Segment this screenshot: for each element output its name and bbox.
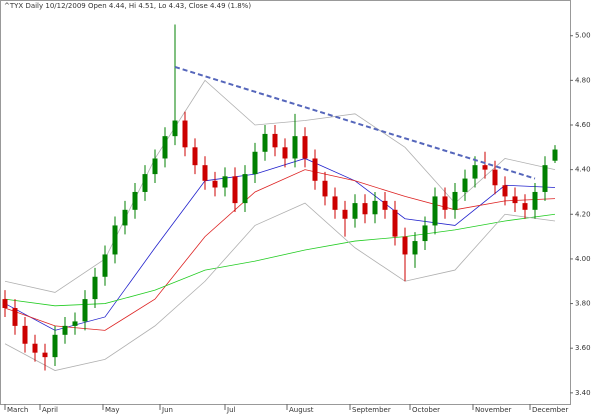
candle-body [132,191,138,210]
candle-body [32,343,38,353]
candle-body [82,299,88,322]
candle-body [142,174,148,192]
x-tick-label: December [532,406,568,414]
candle-body [282,147,288,159]
candle-body [352,203,358,219]
candle-body [72,321,78,326]
y-tick-label: 4.40 [575,166,591,174]
candle-body [22,325,28,344]
x-tick-label: September [352,406,391,414]
y-tick-label: 4.00 [575,255,591,263]
candle-body [192,147,198,166]
candle-body [512,196,518,204]
candle-body [232,176,238,204]
candle-body [272,133,278,148]
candle-body [292,136,298,159]
candle-body [42,352,48,358]
overlay-line [4,213,556,307]
candle-body [182,120,188,148]
overlay-line [4,79,556,293]
candle-body [212,180,218,188]
x-tick-label: October [412,406,440,414]
candle-body [542,165,548,192]
candle-body [462,178,468,192]
y-tick-label: 5.00 [575,32,591,40]
x-tick-label: March [7,406,28,414]
overlay-line [4,158,556,331]
x-tick-label: April [42,406,58,414]
candle-body [152,158,158,175]
candle-body [502,185,508,197]
candle-body [442,196,448,210]
candle-body [392,209,398,237]
candle-body [372,200,378,215]
candle-body [202,165,208,181]
candle-body [532,191,538,210]
candle-body [422,225,428,242]
overlay-line [4,202,556,371]
x-tick-label: May [105,406,119,414]
y-tick-label: 4.20 [575,210,591,218]
y-tick-label: 3.60 [575,344,591,352]
y-tick-label: 3.80 [575,300,591,308]
candle-body [342,209,348,219]
candle-body [162,136,168,159]
candle-body [482,165,488,170]
candle-body [402,236,408,255]
candle-body [242,174,248,204]
candle-body [252,151,258,175]
candle-body [452,191,458,210]
candle-body [312,158,318,181]
candle-body [112,225,118,255]
candle-body [12,308,18,326]
x-tick-label: August [289,406,314,414]
x-tick-label: Jul [226,406,236,414]
y-tick-label: 4.60 [575,121,591,129]
candle-body [382,200,388,210]
candle-body [332,196,338,210]
x-tick-label: Jun [161,406,173,414]
overlay-line [4,169,556,331]
candle-body [222,176,228,188]
candle-body [62,325,68,335]
candle-body [2,299,8,309]
candle-body [102,254,108,277]
candle-body [172,120,178,137]
candle-body [322,180,328,197]
candle-body [522,203,528,210]
candle-body [92,276,98,300]
trendline [174,66,536,180]
plot-frame [0,0,571,405]
y-tick-label: 4.80 [575,76,591,84]
candle-body [122,209,128,226]
candle-body [552,149,558,161]
x-tick-label: November [475,406,512,414]
y-tick-label: 3.40 [575,389,591,397]
candle-body [492,169,498,186]
candle-body [362,203,368,215]
candle-body [302,136,308,159]
chart-title: ^TYX Daily 10/12/2009 Open 4.44, Hi 4.51… [4,2,251,10]
candle-body [412,241,418,255]
candle-body [432,196,438,226]
candle-body [262,133,268,152]
candle-body [52,334,58,358]
candle-body [472,165,478,179]
